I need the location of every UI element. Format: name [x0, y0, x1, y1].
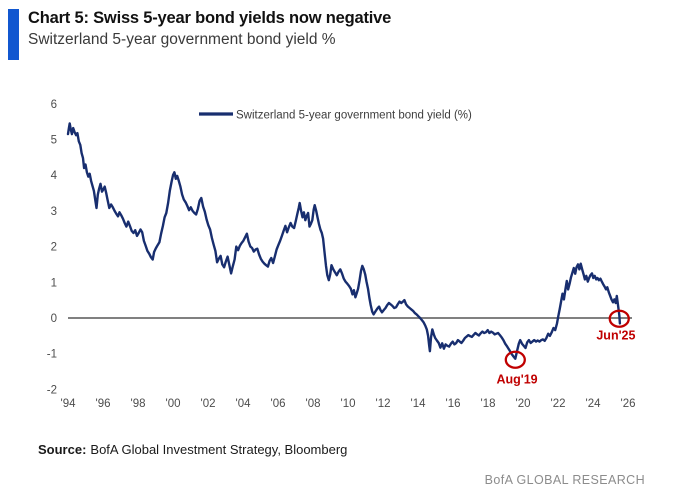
x-tick-label: '96 — [96, 398, 111, 410]
source-label: Source: — [38, 442, 87, 457]
y-tick-label: 5 — [51, 135, 57, 147]
x-tick-label: '00 — [166, 398, 181, 410]
y-axis-labels: 6 5 4 3 2 1 0 -1 -2 — [47, 99, 58, 397]
legend-label: Switzerland 5-year government bond yield… — [236, 110, 472, 122]
page-subtitle: Switzerland 5-year government bond yield… — [28, 31, 336, 48]
yield-line-series — [66, 122, 622, 360]
x-tick-label: '02 — [201, 398, 216, 410]
y-tick-label: 3 — [51, 206, 57, 218]
y-tick-label: -1 — [47, 349, 57, 361]
source-line: Source: BofA Global Investment Strategy, … — [38, 442, 347, 457]
y-tick-label: 0 — [51, 313, 57, 325]
x-tick-label: '12 — [376, 398, 391, 410]
x-tick-label: '14 — [411, 398, 427, 410]
x-tick-label: '18 — [481, 398, 496, 410]
x-tick-label: '98 — [131, 398, 146, 410]
x-tick-label: '22 — [551, 398, 566, 410]
source-text: BofA Global Investment Strategy, Bloombe… — [90, 442, 348, 457]
x-tick-label: '16 — [446, 398, 461, 410]
annotation-circle — [608, 309, 630, 328]
legend: Switzerland 5-year government bond yield… — [199, 110, 472, 122]
y-tick-label: 4 — [51, 170, 58, 182]
x-tick-label: '26 — [621, 398, 636, 410]
x-tick-label: '08 — [306, 398, 321, 410]
annotation-label: Jun'25 — [596, 328, 635, 342]
y-tick-label: 1 — [51, 277, 57, 289]
annotations: Aug'19 Jun'25 — [496, 309, 636, 387]
x-tick-label: '94 — [61, 398, 77, 410]
brand-footer: BofA GLOBAL RESEARCH — [484, 473, 645, 487]
y-tick-label: 2 — [51, 242, 57, 254]
y-tick-label: 6 — [51, 99, 57, 111]
annotation-label: Aug'19 — [496, 373, 537, 387]
annotation-circle — [504, 350, 526, 369]
x-axis-labels: '94 '96 '98 '00 '02 '04 '06 '08 '10 '12 '14 '16 '18 '… — [61, 398, 636, 410]
x-tick-label: '04 — [236, 398, 252, 410]
x-tick-label: '10 — [341, 398, 356, 410]
x-tick-label: '06 — [271, 398, 286, 410]
page-title: Chart 5: Swiss 5-year bond yields now ne… — [28, 9, 392, 27]
y-tick-label: -2 — [47, 384, 57, 396]
header-accent-bar — [8, 9, 19, 60]
x-tick-label: '20 — [516, 398, 531, 410]
x-tick-label: '24 — [586, 398, 602, 410]
